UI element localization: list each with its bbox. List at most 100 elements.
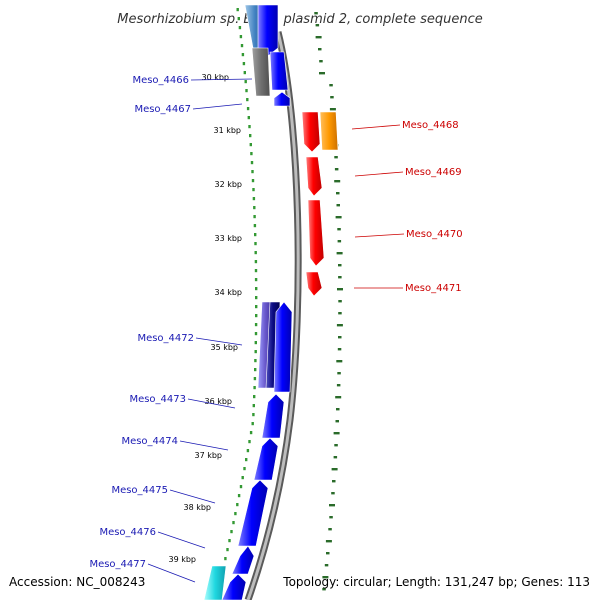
gene-label[interactable]: Meso_4466 <box>132 75 189 86</box>
gc-skew-mark <box>334 156 338 159</box>
feature-segment <box>319 111 339 151</box>
gc-content-mark <box>251 422 254 426</box>
gc-skew-mark <box>337 228 341 231</box>
gc-skew-mark <box>338 264 342 267</box>
gc-skew-track <box>314 12 343 591</box>
gc-content-mark <box>228 539 231 543</box>
gene-label[interactable]: Meso_4469 <box>405 167 462 178</box>
gene-label[interactable]: Meso_4477 <box>89 559 146 570</box>
gene-label[interactable]: Meso_4474 <box>121 436 178 447</box>
gc-content-mark <box>240 44 244 48</box>
gene-features <box>203 4 339 600</box>
gc-skew-mark <box>333 432 340 435</box>
gene-leader-line <box>179 440 229 451</box>
gc-content-mark <box>237 17 240 21</box>
gc-content-mark <box>254 278 258 282</box>
gc-skew-mark <box>336 408 340 411</box>
gc-content-mark <box>253 224 257 228</box>
gc-skew-mark <box>337 240 342 243</box>
gc-content-mark <box>245 458 248 462</box>
gene-leader-line <box>354 233 405 238</box>
gc-content-mark <box>246 107 250 111</box>
gene-label[interactable]: Meso_4475 <box>111 485 168 496</box>
gc-skew-mark <box>334 444 338 447</box>
gc-content-mark <box>234 512 237 516</box>
gc-content-mark <box>254 359 257 363</box>
gene-label[interactable]: Meso_4468 <box>402 120 459 131</box>
gc-content-mark <box>245 89 248 93</box>
tick-label: 32 kbp <box>214 180 242 189</box>
gc-content-mark <box>250 152 253 156</box>
gc-skew-mark <box>329 516 333 519</box>
gc-content-mark <box>243 467 246 471</box>
gc-skew-mark <box>336 204 340 207</box>
gc-content-mark <box>232 521 235 525</box>
gc-skew-mark <box>319 72 325 75</box>
tick-label: 34 kbp <box>214 288 242 297</box>
gc-content-mark <box>254 251 257 255</box>
gc-skew-mark <box>338 276 342 279</box>
gene-leader-line <box>187 398 236 409</box>
gc-content-mark <box>253 395 256 399</box>
gene-labels: Meso_4466 Meso_4467 Meso_4472 Meso_4473 Meso… <box>89 75 463 583</box>
gc-content-mark <box>242 62 246 66</box>
meso-4477-feature <box>221 573 247 600</box>
gc-content-mark <box>252 404 255 408</box>
gc-skew-mark <box>318 48 322 51</box>
gc-content-mark <box>249 431 253 435</box>
gc-skew-mark <box>337 288 343 291</box>
gc-skew-mark <box>328 528 332 531</box>
gc-content-mark <box>252 197 256 201</box>
meso-4467-feature <box>273 91 291 107</box>
gc-skew-mark <box>322 576 329 579</box>
gene-label[interactable]: Meso_4467 <box>134 104 191 115</box>
gc-content-mark <box>237 494 241 498</box>
gene-label[interactable]: Meso_4473 <box>129 394 186 405</box>
gene-label[interactable]: Meso_4470 <box>406 229 463 240</box>
gc-content-mark <box>244 80 247 84</box>
gc-skew-mark <box>326 552 330 555</box>
gc-content-mark <box>255 296 258 300</box>
gc-content-mark <box>254 323 258 327</box>
gc-content-mark <box>246 98 249 102</box>
gc-skew-mark <box>315 24 320 27</box>
gc-skew-mark <box>331 492 335 495</box>
gc-skew-mark <box>335 420 339 423</box>
gc-content-mark <box>243 71 246 75</box>
gc-content-mark <box>249 143 252 147</box>
gc-skew-mark <box>334 180 341 183</box>
meso-4468-feature <box>301 111 321 153</box>
gc-skew-mark <box>331 468 338 471</box>
gc-skew-mark <box>324 564 329 567</box>
tick-label: 36 kbp <box>204 397 232 406</box>
gc-content-mark <box>224 557 227 561</box>
gc-skew-mark <box>329 504 335 507</box>
gc-content-mark <box>254 332 258 336</box>
tick-label: 31 kbp <box>213 126 241 135</box>
meso-4475-feature <box>237 479 269 547</box>
tick-label: 30 kbp <box>201 73 229 82</box>
feature-segment <box>269 51 289 91</box>
gene-label[interactable]: Meso_4472 <box>137 333 194 344</box>
gc-skew-mark <box>337 348 342 351</box>
meso-4471-feature <box>305 271 323 297</box>
tick-label: 39 kbp <box>168 555 196 564</box>
gc-content-mark <box>253 215 256 219</box>
gc-skew-mark <box>336 324 343 327</box>
gc-content-mark <box>254 350 257 354</box>
gc-content-mark <box>254 260 258 264</box>
gc-skew-mark <box>338 312 342 315</box>
gene-label[interactable]: Meso_4476 <box>99 527 156 538</box>
gene-leader-line <box>147 563 196 583</box>
gc-content-mark <box>254 341 257 345</box>
gc-skew-mark <box>335 216 342 219</box>
gc-content-mark <box>254 368 257 372</box>
accession-text: Accession: NC_008243 <box>9 575 145 589</box>
gc-content-mark <box>254 233 257 237</box>
gc-content-mark <box>251 170 254 174</box>
gc-content-mark <box>254 269 258 273</box>
gc-content-mark <box>236 8 239 12</box>
gc-content-mark <box>239 35 243 39</box>
gene-label[interactable]: Meso_4471 <box>405 283 462 294</box>
